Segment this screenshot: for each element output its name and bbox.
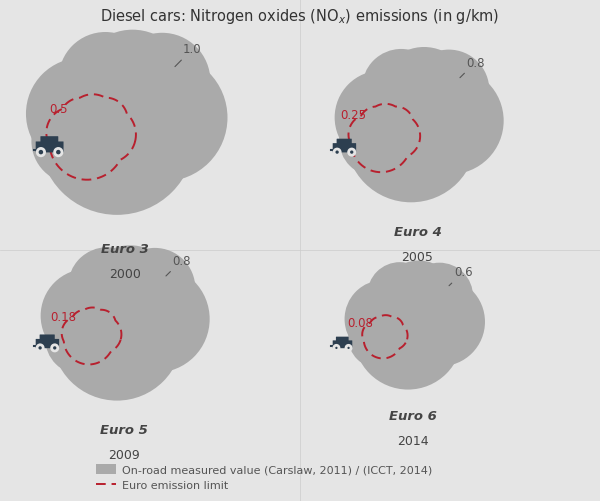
Circle shape xyxy=(339,105,411,177)
Text: 0.6: 0.6 xyxy=(449,266,473,286)
FancyBboxPatch shape xyxy=(36,339,59,349)
Circle shape xyxy=(52,345,58,351)
Text: 1.0: 1.0 xyxy=(175,43,202,68)
Circle shape xyxy=(102,303,178,379)
Text: 0.18: 0.18 xyxy=(50,311,76,324)
Circle shape xyxy=(334,346,339,351)
FancyBboxPatch shape xyxy=(36,142,64,153)
Circle shape xyxy=(45,303,117,375)
Text: 2009: 2009 xyxy=(107,448,139,461)
Text: 0.8: 0.8 xyxy=(166,255,191,277)
Circle shape xyxy=(37,345,43,351)
Circle shape xyxy=(41,269,134,363)
Circle shape xyxy=(68,247,146,326)
Text: Euro 5: Euro 5 xyxy=(100,424,148,436)
Circle shape xyxy=(55,149,62,156)
Circle shape xyxy=(78,31,187,139)
Circle shape xyxy=(114,34,211,130)
Circle shape xyxy=(31,99,117,184)
Circle shape xyxy=(362,50,440,128)
Circle shape xyxy=(99,99,190,189)
FancyBboxPatch shape xyxy=(332,144,356,153)
FancyBboxPatch shape xyxy=(332,341,352,349)
Circle shape xyxy=(346,73,476,203)
Text: Diesel cars: Nitrogen oxides (NO$_x$) emissions (in g/km): Diesel cars: Nitrogen oxides (NO$_x$) em… xyxy=(100,8,500,27)
Text: 2005: 2005 xyxy=(401,250,433,264)
Circle shape xyxy=(26,59,138,170)
Circle shape xyxy=(39,60,195,215)
Text: 2000: 2000 xyxy=(109,268,141,281)
FancyBboxPatch shape xyxy=(40,335,55,343)
Circle shape xyxy=(379,48,470,139)
Circle shape xyxy=(103,266,209,373)
Legend: On-road measured value (Carslaw, 2011) / (ICCT, 2014), Euro emission limit: On-road measured value (Carslaw, 2011) /… xyxy=(95,464,433,490)
Circle shape xyxy=(59,33,152,126)
Circle shape xyxy=(115,248,196,329)
Circle shape xyxy=(396,278,485,367)
Circle shape xyxy=(367,263,433,328)
Circle shape xyxy=(397,68,503,175)
Circle shape xyxy=(100,55,227,182)
Circle shape xyxy=(349,309,408,368)
Text: 0.5: 0.5 xyxy=(50,103,68,115)
Circle shape xyxy=(395,309,458,371)
Text: 0.8: 0.8 xyxy=(460,57,485,79)
Circle shape xyxy=(381,261,457,337)
Circle shape xyxy=(349,150,355,156)
Circle shape xyxy=(335,71,428,165)
Circle shape xyxy=(387,105,458,177)
Circle shape xyxy=(93,303,164,375)
Text: Euro 6: Euro 6 xyxy=(389,409,437,422)
Circle shape xyxy=(334,150,340,156)
Circle shape xyxy=(346,346,351,351)
FancyBboxPatch shape xyxy=(336,337,349,344)
Circle shape xyxy=(85,246,176,337)
Circle shape xyxy=(344,281,422,358)
Circle shape xyxy=(396,105,472,181)
FancyBboxPatch shape xyxy=(337,139,352,147)
Circle shape xyxy=(388,309,448,368)
Text: 0.25: 0.25 xyxy=(340,109,366,122)
Circle shape xyxy=(52,271,182,401)
Circle shape xyxy=(88,99,174,184)
Text: 0.08: 0.08 xyxy=(347,316,373,329)
Circle shape xyxy=(37,149,44,156)
Text: Euro 3: Euro 3 xyxy=(101,242,149,256)
Circle shape xyxy=(406,263,473,330)
Text: 2014: 2014 xyxy=(398,434,429,446)
Circle shape xyxy=(354,282,462,390)
FancyBboxPatch shape xyxy=(40,137,58,146)
Text: Euro 4: Euro 4 xyxy=(394,225,442,238)
Circle shape xyxy=(409,51,490,131)
